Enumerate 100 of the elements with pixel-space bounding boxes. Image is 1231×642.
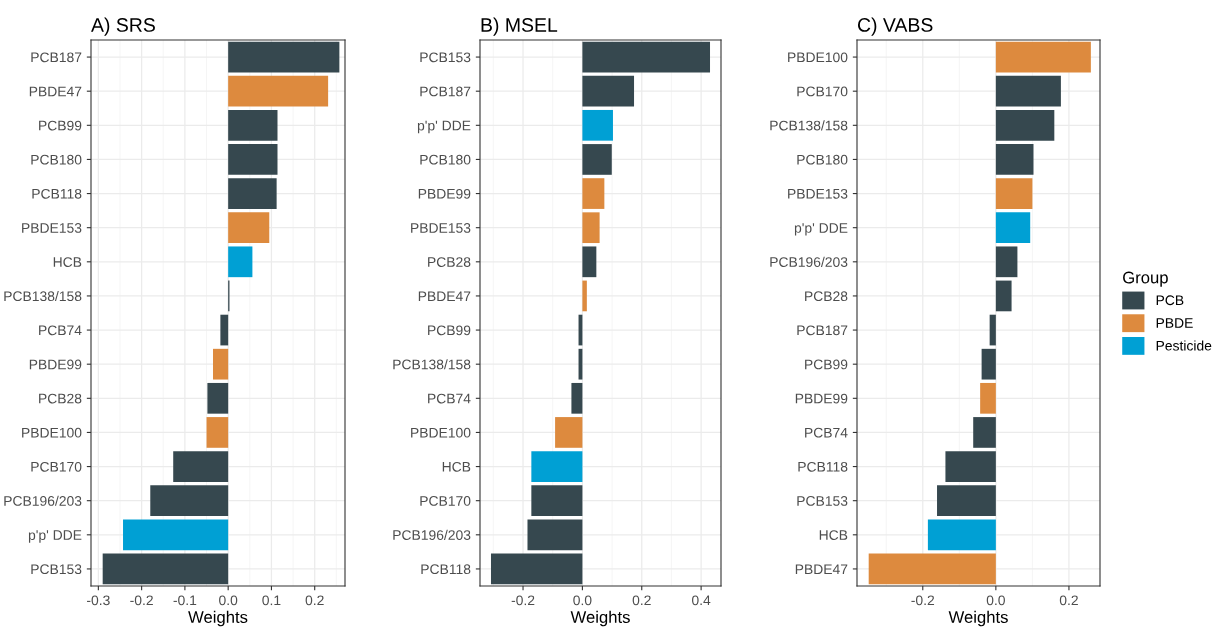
y-tick-label: PCB196/203	[770, 256, 848, 267]
y-tick-label: p'p' DDE	[794, 223, 848, 236]
bar	[582, 212, 600, 244]
bar	[582, 109, 613, 141]
bar	[102, 553, 229, 585]
bar	[228, 178, 277, 209]
x-axis-title: Weights	[188, 610, 248, 627]
chart-title: C) VABS	[857, 17, 933, 36]
x-tick-label: 0.0	[986, 595, 1005, 606]
bar	[582, 280, 587, 312]
y-tick-label: HCB	[442, 461, 471, 472]
x-tick-label: -0.2	[511, 595, 535, 606]
x-tick-label: -0.2	[130, 595, 153, 606]
y-tick-label: PCB118	[421, 564, 471, 575]
y-tick-label: PCB180	[31, 154, 82, 165]
y-tick-label: PBDE99	[418, 188, 471, 199]
x-tick-label: 0.1	[262, 595, 281, 606]
bar	[989, 314, 996, 346]
bar	[937, 485, 996, 517]
y-tick-label: PBDE153	[411, 223, 471, 233]
y-tick-label: PCB74	[805, 427, 848, 438]
bar	[995, 109, 1055, 141]
x-tick-label: 0.0	[219, 595, 238, 606]
bar	[531, 451, 583, 482]
x-tick-label: 0.2	[1059, 595, 1078, 606]
x-tick-label: 0.4	[692, 595, 711, 606]
bar	[995, 246, 1018, 278]
y-tick-label: PBDE100	[411, 427, 471, 438]
y-tick-label: PCB153	[797, 496, 848, 506]
bar	[945, 451, 996, 482]
y-tick-label: PCB187	[797, 325, 848, 336]
y-tick-label: PBDE99	[795, 393, 848, 404]
y-tick-label: PCB180	[420, 154, 471, 165]
chart-title: B) MSEL	[481, 17, 558, 36]
bar	[123, 519, 229, 551]
bar	[981, 348, 996, 380]
bar	[228, 75, 329, 107]
bar	[220, 314, 229, 346]
y-tick-label: PCB118	[32, 188, 82, 199]
y-tick-label: PCB170	[420, 496, 471, 506]
x-tick-label: 0.2	[305, 595, 324, 606]
y-tick-label: PCB28	[39, 393, 82, 404]
y-tick-label: p'p' DDE	[417, 120, 471, 134]
y-tick-label: PCB99	[39, 120, 82, 131]
y-tick-label: PCB99	[428, 325, 471, 336]
bar	[927, 519, 996, 551]
y-tick-label: PCB187	[31, 52, 82, 63]
bar	[228, 109, 278, 141]
y-tick-label: PBDE47	[29, 86, 82, 97]
bar	[995, 41, 1091, 73]
x-tick-label: -0.2	[911, 595, 935, 606]
bar	[207, 382, 229, 414]
bar	[868, 553, 996, 585]
legend-title: Group	[1123, 271, 1168, 287]
bar	[995, 178, 1033, 209]
bar	[555, 417, 583, 448]
bar	[582, 144, 612, 175]
bar	[228, 41, 340, 73]
bar	[531, 485, 583, 517]
x-axis-title: Weights	[948, 610, 1008, 627]
bar	[582, 41, 711, 73]
y-tick-label: PCB170	[31, 461, 82, 472]
y-tick-label: PCB180	[797, 154, 848, 165]
bar	[582, 178, 605, 209]
bar	[582, 246, 597, 278]
y-tick-label: PBDE99	[29, 359, 82, 370]
y-tick-label: HCB	[819, 530, 848, 540]
bar	[206, 417, 229, 448]
bar	[173, 451, 229, 482]
x-tick-label: 0.0	[573, 595, 592, 606]
y-tick-label: PBDE100	[22, 427, 82, 438]
bar	[973, 417, 996, 448]
y-tick-label: p'p' DDE	[28, 530, 82, 543]
bar	[527, 519, 583, 551]
legend-label: Pesticide	[1156, 340, 1212, 351]
bar	[228, 212, 270, 244]
y-tick-label: PBDE100	[788, 52, 848, 63]
y-tick-label: PCB138/158	[770, 120, 848, 131]
bar	[995, 212, 1031, 244]
y-tick-label: PCB74	[428, 393, 471, 404]
y-tick-label: HCB	[53, 257, 82, 267]
x-tick-label: -0.1	[173, 595, 197, 606]
bar	[995, 280, 1012, 312]
bar	[571, 382, 583, 414]
x-tick-label: -0.3	[87, 595, 110, 606]
bar	[213, 348, 229, 380]
bar	[995, 75, 1061, 107]
bar	[582, 75, 635, 107]
x-axis-title: Weights	[570, 610, 630, 627]
y-tick-label: PCB153	[420, 52, 471, 63]
y-tick-label: PBDE153	[22, 223, 82, 233]
legend-label: PCB	[1156, 295, 1184, 306]
bar	[490, 553, 583, 585]
y-tick-label: PCB196/203	[393, 529, 471, 540]
y-tick-label: PCB187	[420, 86, 471, 97]
chart-title: A) SRS	[91, 17, 155, 36]
y-tick-label: PCB99	[805, 359, 848, 370]
bar	[228, 246, 253, 278]
bar	[150, 485, 229, 517]
y-tick-label: PBDE153	[788, 188, 848, 199]
